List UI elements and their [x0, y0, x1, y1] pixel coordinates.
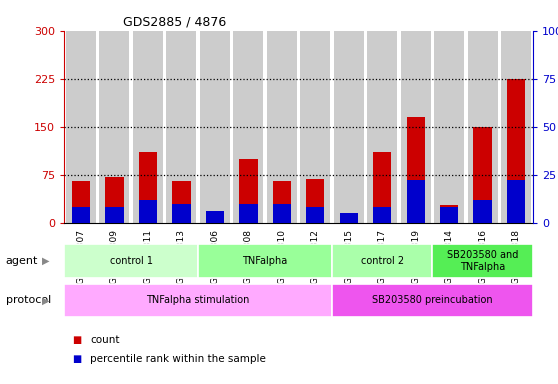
Bar [205, 211, 224, 223]
Bar [133, 31, 163, 223]
Bar [239, 204, 257, 223]
Text: ■: ■ [73, 335, 82, 345]
Text: SB203580 and
TNFalpha: SB203580 and TNFalpha [447, 250, 518, 272]
Bar [473, 200, 492, 223]
Bar [272, 181, 291, 223]
Bar [71, 207, 90, 223]
Text: protocol: protocol [6, 295, 51, 306]
Text: GDS2885 / 4876: GDS2885 / 4876 [123, 15, 226, 28]
Bar [501, 31, 531, 223]
Bar [172, 204, 190, 223]
Text: SB203580 preincubation: SB203580 preincubation [372, 295, 493, 306]
Bar [339, 213, 358, 223]
Text: count: count [90, 335, 120, 345]
Bar [406, 180, 425, 223]
Text: TNFalpha stimulation: TNFalpha stimulation [146, 295, 250, 306]
Bar [507, 180, 525, 223]
Text: ■: ■ [73, 354, 82, 364]
Bar [66, 31, 96, 223]
Text: control 1: control 1 [109, 256, 153, 266]
Text: percentile rank within the sample: percentile rank within the sample [90, 354, 266, 364]
Bar [205, 211, 224, 223]
Bar [172, 181, 190, 223]
Bar [71, 181, 90, 223]
Bar [440, 207, 459, 223]
Bar [306, 207, 324, 223]
Bar [406, 117, 425, 223]
Bar [468, 31, 498, 223]
Bar [367, 31, 397, 223]
Text: agent: agent [6, 256, 38, 266]
Bar [166, 31, 196, 223]
Bar [332, 244, 432, 278]
Bar [432, 244, 533, 278]
Bar [200, 31, 230, 223]
Text: TNFalpha: TNFalpha [242, 256, 288, 266]
Bar [440, 205, 459, 223]
Bar [300, 31, 330, 223]
Bar [267, 31, 297, 223]
Bar [105, 177, 123, 223]
Bar [239, 159, 257, 223]
Bar [473, 127, 492, 223]
Bar [373, 207, 391, 223]
Bar [99, 31, 129, 223]
Bar [373, 152, 391, 223]
Bar [233, 31, 263, 223]
Bar [139, 152, 157, 223]
Bar [334, 31, 364, 223]
Bar [507, 79, 525, 223]
Bar [105, 207, 123, 223]
Bar [306, 179, 324, 223]
Text: control 2: control 2 [360, 256, 404, 266]
Bar [434, 31, 464, 223]
Bar [272, 204, 291, 223]
Bar [139, 200, 157, 223]
Bar [64, 284, 332, 317]
Bar [332, 284, 533, 317]
Bar [401, 31, 431, 223]
Text: ▶: ▶ [42, 295, 49, 306]
Bar [339, 218, 358, 223]
Bar [64, 244, 198, 278]
Text: ▶: ▶ [42, 256, 49, 266]
Bar [198, 244, 332, 278]
